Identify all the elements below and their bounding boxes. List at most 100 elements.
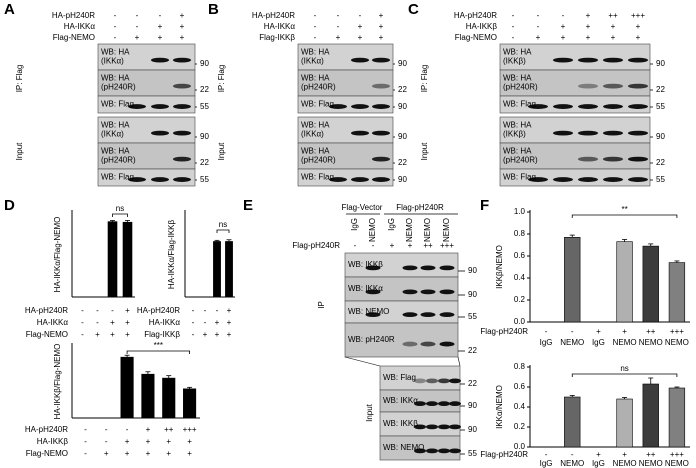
significance-bracket (571, 373, 678, 377)
band (372, 57, 390, 63)
bar (668, 387, 686, 448)
band (553, 57, 573, 63)
band (449, 424, 461, 430)
y-axis-label: HA-IKKα/Flag-IKKβ (167, 219, 176, 289)
bar (668, 262, 686, 323)
blot (297, 168, 394, 187)
blot-label: (IKKβ) (503, 57, 526, 66)
band (439, 341, 455, 347)
blot (297, 116, 394, 144)
blot-label: WB: HA (301, 74, 330, 83)
blot-label: WB: HA (503, 147, 532, 156)
band (402, 289, 418, 295)
blot (297, 95, 394, 114)
y-tick-label: 0.6 (514, 382, 526, 391)
blot-label: WB: Flag (383, 373, 416, 382)
condition-sign: +++ (631, 11, 645, 20)
significance-label: ns (116, 204, 124, 213)
x-tick-label: IgG (540, 459, 553, 468)
significance-bracket (112, 213, 128, 217)
band (449, 448, 461, 454)
band (372, 130, 390, 136)
bar (107, 221, 118, 298)
condition-sign: - (114, 11, 117, 20)
marker-label: 55 (200, 175, 209, 184)
band (365, 289, 381, 295)
condition-sign: - (96, 306, 99, 315)
condition-sign: + (622, 450, 627, 459)
band (402, 312, 418, 318)
band (329, 177, 347, 182)
band (128, 104, 146, 109)
blot-label: (IKKα) (301, 57, 324, 66)
blot (499, 116, 651, 144)
condition-label: HA-pH240R (137, 306, 180, 315)
y-tick-label: 0.4 (514, 273, 526, 282)
blot-label: WB: Flag (503, 100, 536, 109)
condition-sign: + (636, 22, 641, 31)
condition-sign: + (110, 330, 115, 339)
condition-sign: + (146, 437, 151, 446)
band (173, 130, 191, 136)
condition-sign: - (571, 450, 574, 459)
bar (225, 241, 233, 298)
condition-sign: + (125, 449, 130, 458)
marker-label: 90 (398, 132, 407, 141)
condition-sign: + (215, 318, 220, 327)
blot-label: WB: IKKα (383, 396, 418, 405)
ip-label: IP: Flag (217, 65, 226, 93)
marker-label: 22 (398, 85, 407, 94)
y-tick-label: 0.0 (514, 442, 526, 451)
bar (141, 373, 155, 419)
marker-label: 90 (468, 425, 477, 434)
condition-sign: - (512, 11, 515, 20)
blot-label: WB: Flag (101, 100, 134, 109)
ip-label: IP: Flag (420, 65, 429, 93)
condition-sign: - (192, 306, 195, 315)
blot-label: (IKKβ) (503, 130, 526, 139)
band (578, 83, 598, 89)
x-tick-label: NEMO (560, 338, 584, 347)
lane-label: NEMO (442, 218, 451, 242)
band (420, 265, 436, 271)
condition-sign: - (204, 318, 207, 327)
band (553, 130, 573, 136)
condition-sign: + (358, 33, 363, 42)
condition-sign: + (586, 11, 591, 20)
blot-label: (pH240R) (101, 83, 136, 92)
condition-sign: + (180, 22, 185, 31)
band (438, 401, 450, 407)
blot (499, 142, 651, 170)
condition-sign: ++ (646, 327, 656, 336)
condition-sign: + (125, 330, 130, 339)
marker-label: 90 (468, 266, 477, 275)
marker-label: 55 (656, 175, 665, 184)
blot-label: WB: HA (301, 121, 330, 130)
band (628, 177, 648, 182)
blot-label: (pH240R) (301, 156, 336, 165)
band (449, 401, 461, 407)
blot-label: WB: HA (101, 48, 130, 57)
condition-sign: + (187, 437, 192, 446)
condition-sign: - (512, 22, 515, 31)
band (603, 130, 623, 136)
condition-sign: - (159, 11, 162, 20)
condition-sign: + (180, 33, 185, 42)
band (603, 156, 623, 162)
marker-label: 90 (398, 59, 407, 68)
connector (344, 356, 381, 367)
condition-sign: - (337, 11, 340, 20)
condition-sign: - (81, 306, 84, 315)
bar (213, 241, 221, 298)
input-label: Input (217, 142, 226, 161)
condition-sign: ++ (646, 450, 656, 459)
bar (616, 241, 633, 323)
band (553, 104, 573, 109)
blot (97, 116, 196, 144)
band (414, 401, 426, 407)
lane-label: NEMO (423, 218, 432, 242)
band (578, 156, 598, 162)
blot-label: WB: HA (101, 121, 130, 130)
blot-label: WB: Flag (101, 173, 134, 182)
